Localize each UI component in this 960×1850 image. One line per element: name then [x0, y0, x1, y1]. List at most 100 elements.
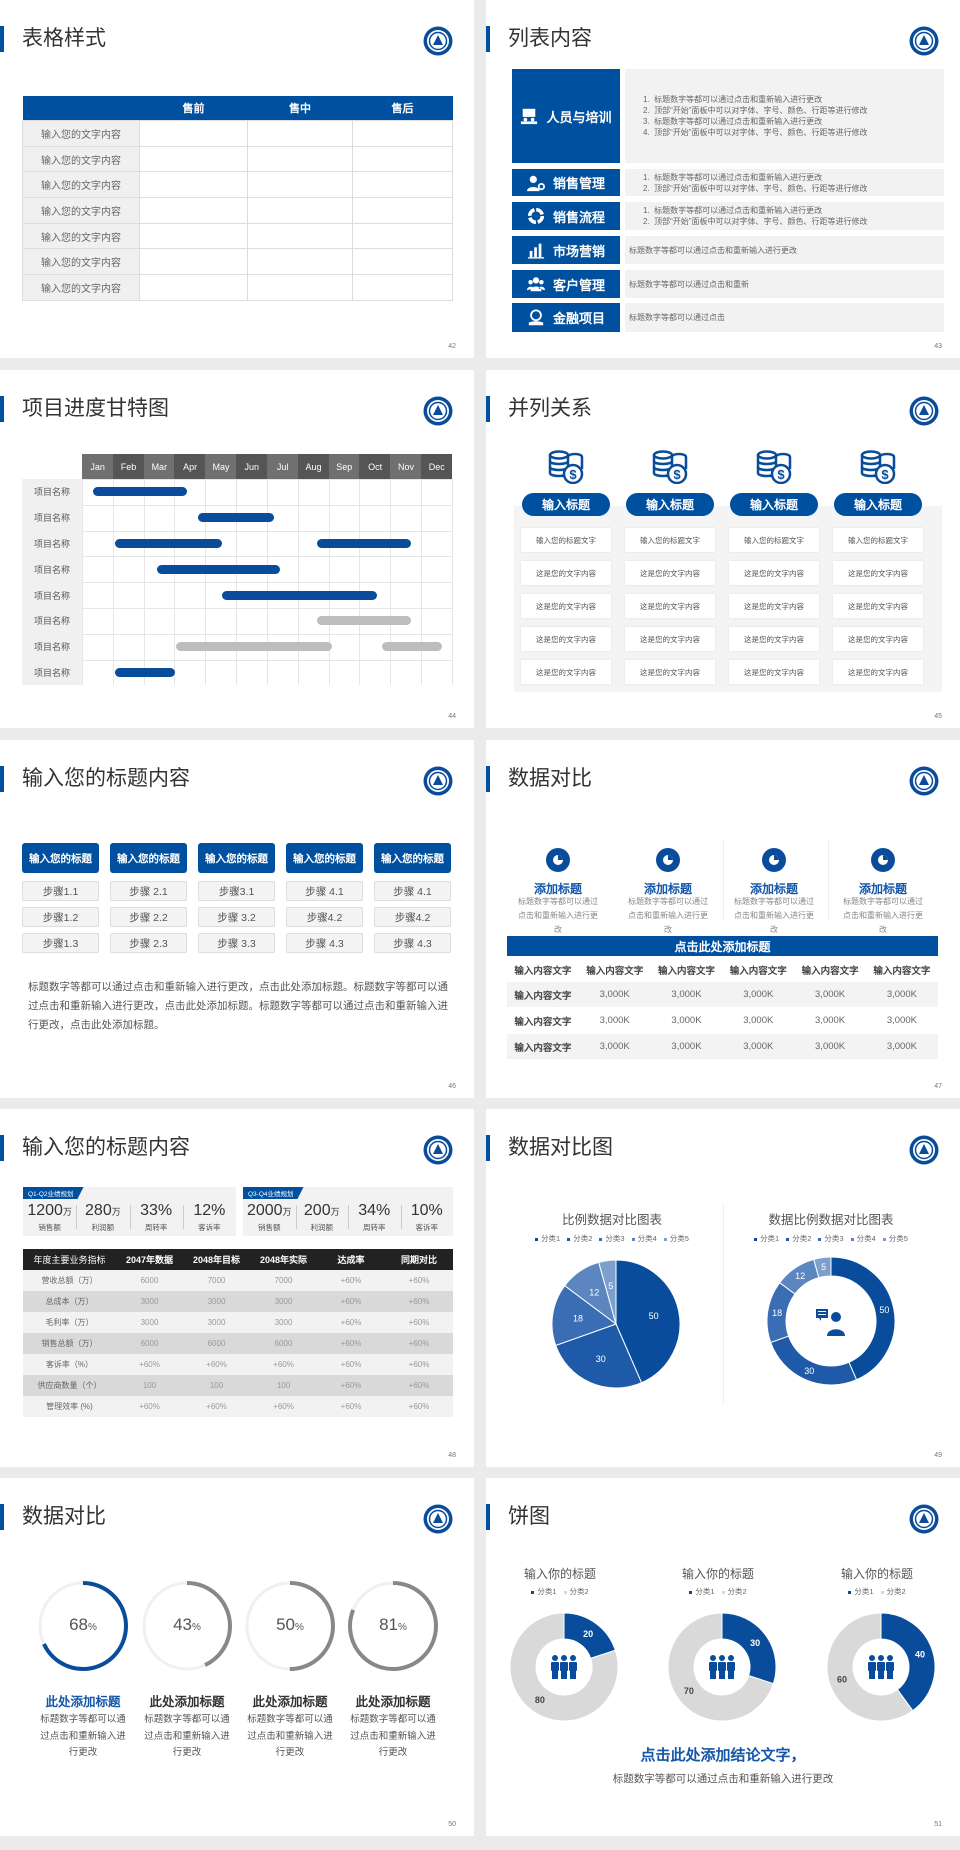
logo-core [428, 771, 448, 791]
ring-progress [142, 1581, 232, 1671]
slice-label: 5 [608, 1281, 613, 1291]
row-label: 输入您的文字内容 [22, 171, 140, 199]
list-line: 3. 标题数字等都可以通过点击和重新输入进行更改 [643, 116, 944, 127]
table-cell[interactable] [139, 171, 248, 199]
list-item-label-box: 人员与培训 [512, 69, 620, 163]
percent-unit: % [295, 1622, 304, 1633]
gantt-bar[interactable] [316, 616, 411, 626]
page-number: 47 [934, 1083, 942, 1090]
legend-item[interactable]: 分类1 [689, 1586, 715, 1597]
table-cell[interactable] [247, 145, 353, 173]
slide[interactable]: 数据对比 50 68% 此处添加标题 标题数字等都可以通过点击和重新输入进行更改 43% 此… [0, 1478, 474, 1836]
table-cell[interactable] [139, 274, 248, 301]
stat-label: 利润额 [310, 1223, 334, 1232]
gantt-bar[interactable] [175, 642, 333, 652]
table-cell: 100 [276, 1381, 291, 1390]
percent-unit: % [192, 1622, 201, 1633]
percent-value: 68 [69, 1615, 88, 1634]
legend-item[interactable]: 分类4 [631, 1233, 657, 1244]
page-number: 44 [448, 713, 456, 720]
legend-item[interactable]: 分类2 [563, 1586, 589, 1597]
gantt-bar[interactable] [221, 590, 378, 600]
column-title-pill: 输入标题 [834, 493, 922, 516]
slide[interactable]: 项目进度甘特图 44 Jan Feb Mar Apr May Jun Jul Aug Sep Oct N… [0, 370, 474, 728]
table-cell[interactable] [247, 197, 353, 224]
gantt-bar[interactable] [316, 539, 411, 548]
legend-item[interactable]: 分类1 [848, 1586, 874, 1597]
slide[interactable]: 数据对比图 49 比例数据对比图表 分类1 分类2 分类3 分类4 分类5 数据比例数据对比图表… [486, 1109, 960, 1467]
legend-label: 分类3 [605, 1234, 625, 1243]
gantt-bar[interactable] [197, 513, 275, 523]
legend-item[interactable]: 分类5 [882, 1233, 908, 1244]
legend-item[interactable]: 分类3 [599, 1233, 625, 1244]
list-text: 标题数字等都可以通过点击 [629, 313, 725, 322]
description-paragraph: 标题数字等都可以通过点击和重新输入进行更改，点击此处添加标题。标题数字等都可以通… [28, 981, 448, 1031]
month-header: Mar [143, 454, 175, 479]
month-header: Feb [112, 454, 145, 479]
gantt-bar[interactable] [381, 642, 443, 652]
legend-item[interactable]: 分类1 [535, 1233, 560, 1244]
step-box: 步骤 4.3 [374, 933, 451, 953]
table-cell[interactable] [139, 197, 248, 224]
logo-emblem [433, 1513, 443, 1523]
table-cell[interactable] [352, 120, 453, 147]
legend-label: 分类2 [727, 1587, 747, 1596]
legend-item[interactable]: 分类5 [663, 1233, 689, 1244]
gantt-bar[interactable] [156, 564, 281, 574]
slide[interactable]: 数据对比 47 添加标题 标题数字等都可以通过点击和重新输入进行更改 添加标题 标题数字等… [486, 740, 960, 1098]
table-cell[interactable] [352, 145, 453, 173]
slide[interactable]: 并列关系 45 $ 输入标题 输入您的标题文字 这是您的文字内容 这是您的文字内容 这是您的文… [486, 370, 960, 728]
list-item-label-box: 销售流程 [512, 202, 620, 230]
table-row [507, 1034, 938, 1059]
table-cell[interactable] [247, 248, 353, 276]
slide[interactable]: 饼图 51 20 80 30 70 40 60 输入你的标题 分类1 分类2 输入你的标题 分类1 分类2… [486, 1478, 960, 1836]
table-cell[interactable] [352, 197, 453, 224]
legend-item[interactable]: 分类1 [531, 1586, 557, 1597]
list-line: 1. 标题数字等都可以通过点击和重新输入进行更改 [643, 172, 944, 183]
card-title: 添加标题 [643, 882, 692, 896]
table-cell[interactable] [352, 171, 453, 199]
gantt-bar[interactable] [114, 539, 222, 548]
gantt-bar[interactable] [93, 487, 188, 497]
legend-item[interactable]: 分类2 [567, 1233, 592, 1244]
slide[interactable]: 输入您的标题内容 46 输入您的标题 步骤1.1 步骤1.2 步骤1.3 输入您的标题 步骤 … [0, 740, 474, 1098]
table-cell[interactable] [247, 274, 353, 301]
table-cell[interactable] [139, 120, 248, 147]
slide[interactable]: 列表内容 43 人员与培训 1. 标题数字等都可以通过点击和重新输入进行更改 2. 顶部… [486, 0, 960, 358]
stat-value: 34% [348, 1202, 401, 1220]
slide[interactable]: 输入您的标题内容 48 Q1-Q2业绩规划 1200万 销售额 280万 利润额 33% 周转率… [0, 1109, 474, 1467]
slide[interactable]: 表格样式 42 售前 售中 售后 输入您的文字内容 输入您的文字内容 输入您的文字内容 输入您的… [0, 0, 474, 358]
title-accent-bar [0, 396, 4, 422]
slice-label: 5 [821, 1262, 826, 1272]
table-cell[interactable] [352, 274, 453, 301]
table-cell[interactable] [352, 222, 453, 250]
table-cell[interactable] [139, 248, 248, 276]
table-cell[interactable] [139, 145, 248, 173]
pie-slice [813, 1256, 832, 1279]
legend-item[interactable]: 分类3 [818, 1233, 844, 1244]
table-cell: +60% [206, 1360, 227, 1369]
table-row: 输入您的文字内容 [22, 197, 453, 224]
legend-item[interactable]: 分类1 [754, 1233, 779, 1244]
table-cell[interactable] [139, 222, 248, 250]
legend-swatch [848, 1590, 852, 1594]
table-cell[interactable] [247, 120, 353, 147]
ring-progress [245, 1581, 335, 1671]
legend-swatch [818, 1237, 822, 1241]
gantt-bar[interactable] [114, 668, 176, 677]
coins-dollar-icon: $ [652, 450, 688, 484]
table-cell[interactable] [352, 248, 453, 276]
legend-item[interactable]: 分类4 [850, 1233, 876, 1244]
table-row: 输入您的文字内容 [22, 248, 453, 276]
legend-swatch [721, 1590, 725, 1594]
column-item: 输入您的标题文字 [625, 528, 715, 552]
legend-item[interactable]: 分类2 [721, 1586, 747, 1597]
legend-item[interactable]: 分类2 [880, 1586, 906, 1597]
table-cell[interactable] [247, 222, 353, 250]
legend-item[interactable]: 分类2 [786, 1233, 811, 1244]
table-cell: +60% [340, 1276, 362, 1285]
column-item: 这是您的文字内容 [729, 627, 819, 651]
list-item-label: 销售管理 [552, 176, 605, 191]
table-cell[interactable] [247, 171, 353, 199]
task-label: 项目名称 [22, 582, 82, 608]
